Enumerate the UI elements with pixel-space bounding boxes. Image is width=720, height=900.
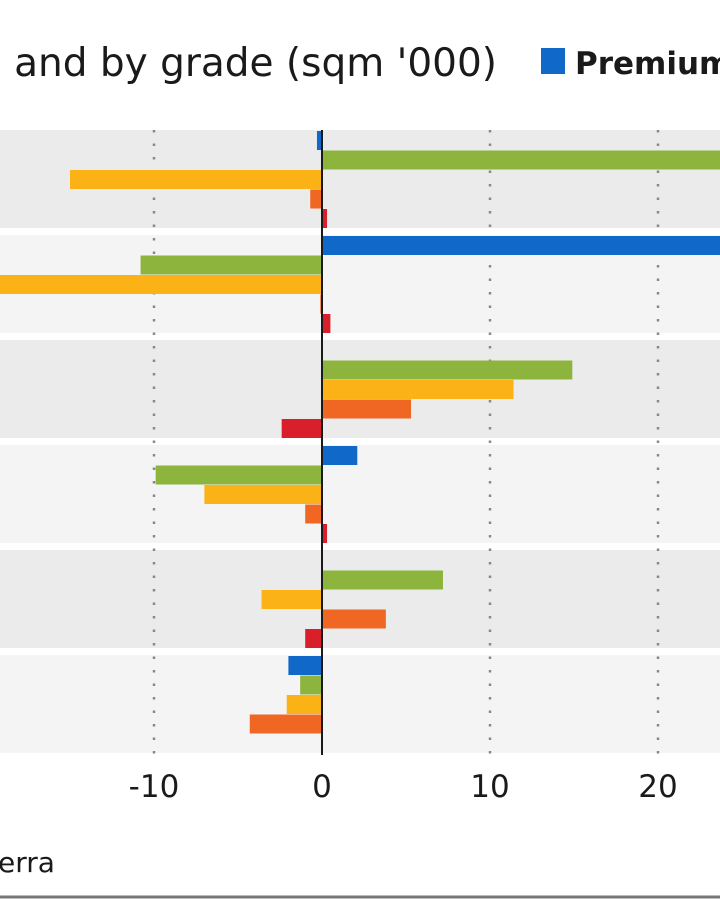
bar-premium-group-6 (288, 656, 322, 675)
bar-c-group-1 (310, 189, 322, 209)
x-tick-label: 0 (312, 769, 332, 805)
bar-premium-group-1 (316, 131, 322, 150)
bar-a-group-3 (322, 360, 573, 380)
bar-a-group-6 (300, 675, 322, 695)
bar-a-group-1 (322, 150, 720, 170)
chart-title: and by grade (sqm '000) (14, 41, 497, 86)
bar-d-group-4 (322, 524, 328, 543)
legend-label-premium: Premium (575, 46, 720, 82)
x-tick-label: 20 (638, 769, 677, 805)
bar-a-group-4 (155, 465, 322, 485)
source-text: erra (0, 846, 55, 879)
bar-premium-group-2 (322, 236, 720, 255)
bar-c-group-5 (322, 609, 386, 629)
group-band (0, 550, 720, 648)
bar-b-group-6 (286, 695, 322, 714)
group-band (0, 655, 720, 753)
bar-c-group-4 (305, 504, 322, 524)
bar-d-group-5 (305, 629, 322, 648)
bar-d-group-2 (322, 314, 331, 333)
bar-b-group-3 (322, 380, 514, 399)
bar-d-group-3 (281, 419, 322, 438)
bar-b-group-4 (204, 485, 322, 504)
group-band (0, 445, 720, 543)
bar-b-group-1 (70, 170, 322, 189)
bar-premium-group-4 (322, 446, 358, 465)
bar-c-group-6 (249, 714, 322, 734)
bar-a-group-5 (322, 570, 443, 590)
x-tick-label: -10 (129, 769, 180, 805)
x-tick-label: 10 (470, 769, 509, 805)
legend-swatch-premium (541, 48, 565, 74)
bar-d-group-1 (322, 209, 328, 228)
bar-c-group-3 (322, 399, 412, 419)
bar-b-group-5 (261, 590, 322, 609)
bar-a-group-2 (140, 255, 322, 275)
bar-b-group-2 (0, 275, 322, 294)
